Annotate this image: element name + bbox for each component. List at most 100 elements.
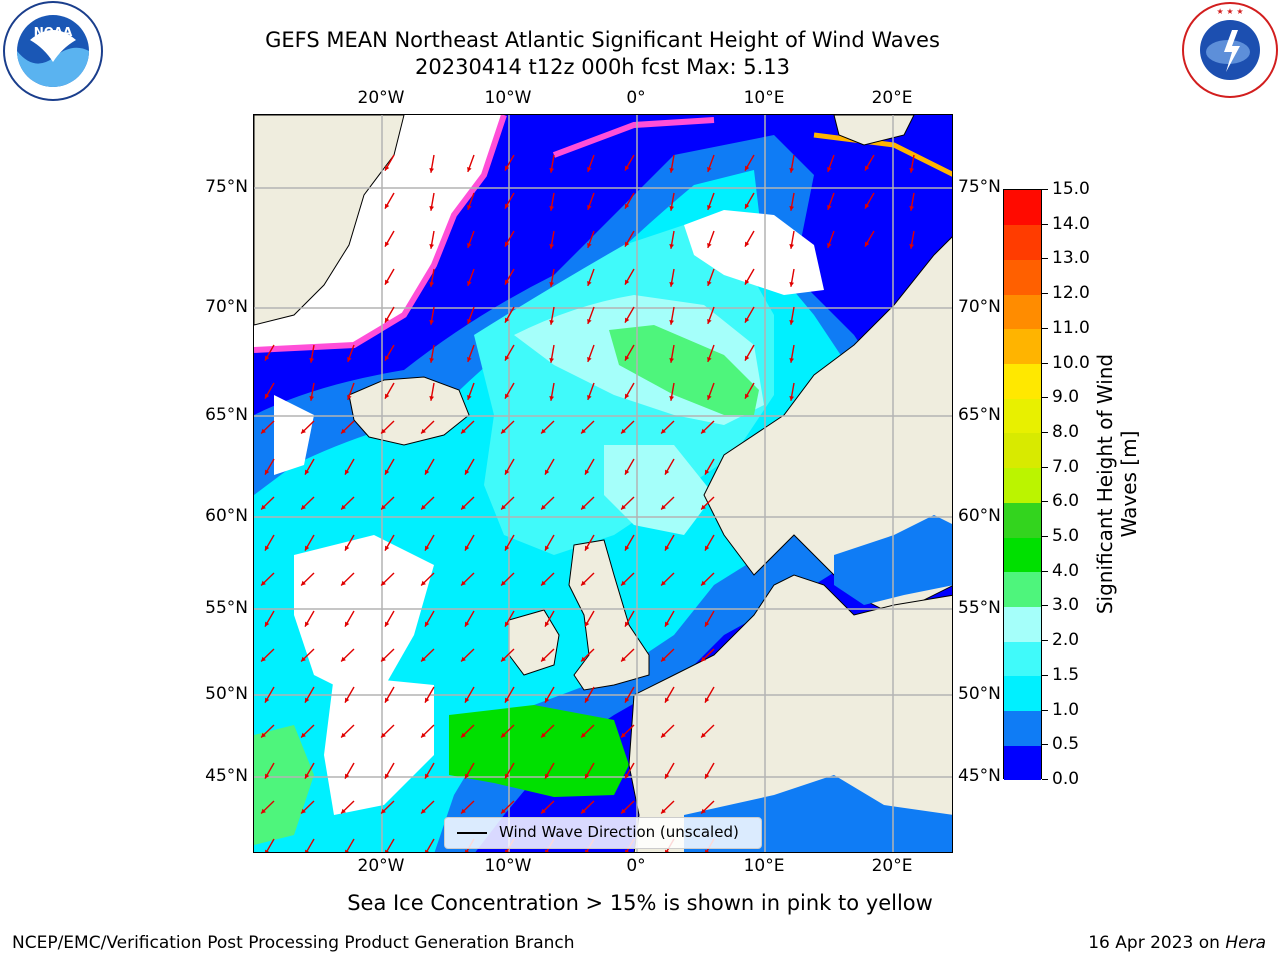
- wave-direction-arrowhead: [665, 773, 670, 779]
- wave-direction-arrowhead: [421, 580, 426, 586]
- map-panel: Wind Wave Direction (unscaled): [253, 114, 953, 853]
- wave-direction-arrowhead: [625, 393, 630, 399]
- footer-host: Hera: [1225, 933, 1266, 953]
- wave-direction-arrowhead: [541, 428, 546, 434]
- sea-ice-note: Sea Ice Concentration > 15% is shown in …: [347, 891, 933, 915]
- wave-direction-arrowhead: [261, 428, 266, 434]
- wave-direction-arrowhead: [909, 244, 914, 249]
- wave-direction-arrowhead: [505, 621, 510, 627]
- wave-direction-arrowhead: [347, 395, 352, 400]
- colorbar-title-line-1: Significant Height of Wind: [1093, 353, 1117, 615]
- wave-direction-arrowhead: [385, 621, 390, 627]
- wave-direction-arrowhead: [261, 580, 266, 586]
- colorbar-tick-mark: [1042, 327, 1048, 329]
- wave-direction-arrowhead: [505, 203, 510, 209]
- colorbar-tick-label: 4.0: [1052, 560, 1080, 581]
- lon-tick-bottom: 20°E: [871, 856, 913, 876]
- colorbar-tick-mark: [1042, 536, 1048, 538]
- wave-direction-arrowhead: [425, 469, 430, 475]
- wave-direction-arrowhead: [909, 168, 914, 173]
- wave-direction-arrowhead: [545, 697, 550, 703]
- colorbar-segment: [1004, 502, 1041, 538]
- colorbar-tick-mark: [1042, 223, 1048, 225]
- wave-direction-arrowhead: [341, 656, 346, 662]
- colorbar-segment: [1004, 467, 1041, 503]
- wave-direction-arrowhead: [625, 241, 630, 247]
- colorbar-tick-mark: [1042, 605, 1048, 607]
- wave-direction-arrowhead: [669, 206, 674, 211]
- wave-direction-arrowhead: [669, 396, 674, 401]
- legend-label: Wind Wave Direction (unscaled): [499, 823, 739, 841]
- wave-direction-arrowhead: [827, 243, 832, 248]
- chart-title-line-2: 20230414 t12z 000h fcst Max: 5.13: [415, 55, 790, 79]
- wave-direction-arrowhead: [625, 203, 630, 209]
- colorbar-tick-label: 8.0: [1052, 421, 1080, 442]
- colorbar-segment: [1004, 259, 1041, 295]
- wave-direction-arrowhead: [429, 358, 434, 363]
- wave-direction-arrowhead: [385, 849, 390, 852]
- wave-direction-arrowhead: [661, 656, 666, 662]
- wave-direction-arrowhead: [421, 504, 426, 510]
- wave-direction-arrowhead: [789, 282, 794, 287]
- wave-direction-arrowhead: [301, 580, 306, 586]
- colorbar-tick-label: 9.0: [1052, 387, 1080, 408]
- wave-direction-arrowhead: [707, 319, 712, 324]
- wave-direction-arrowhead: [501, 808, 506, 814]
- wave-direction-arrowhead: [587, 395, 592, 400]
- colorbar-segment: [1004, 190, 1041, 226]
- wave-direction-arrowhead: [305, 469, 310, 475]
- wave-direction-arrowhead: [587, 281, 592, 286]
- wave-direction-arrowhead: [621, 808, 626, 814]
- wave-direction-arrowhead: [701, 732, 706, 738]
- wave-direction-arrowhead: [549, 206, 554, 211]
- wave-direction-arrowhead: [665, 621, 670, 627]
- wave-direction-arrowhead: [665, 849, 670, 852]
- wave-direction-arrowhead: [461, 808, 466, 814]
- wave-direction-arrowhead: [421, 808, 426, 814]
- wave-direction-arrowhead: [865, 241, 870, 247]
- wave-direction-arrowhead: [467, 281, 472, 286]
- wave-direction-arrowhead: [345, 621, 350, 627]
- wave-direction-arrowhead: [421, 656, 426, 662]
- wave-direction-arrowhead: [465, 545, 470, 551]
- wave-direction-arrowhead: [505, 545, 510, 551]
- lat-tick-right: 55°N: [958, 598, 1001, 618]
- colorbar-tick-label: 11.0: [1052, 317, 1090, 338]
- lat-tick-left: 50°N: [205, 684, 248, 704]
- colorbar-tick-mark: [1042, 640, 1048, 642]
- wave-direction-arrowhead: [467, 319, 472, 324]
- colorbar-tick-mark: [1042, 362, 1048, 364]
- wave-direction-arrowhead: [549, 396, 554, 401]
- wave-height-map: [254, 115, 952, 852]
- lon-tick-bottom: 0°: [626, 856, 646, 876]
- footer-date: 16 Apr 2023 on Hera: [1088, 933, 1266, 953]
- wave-direction-arrowhead: [669, 320, 674, 325]
- wave-direction-arrowhead: [621, 428, 626, 434]
- wave-direction-arrowhead: [465, 697, 470, 703]
- wave-direction-arrowhead: [621, 504, 626, 510]
- wave-direction-arrowhead: [305, 697, 310, 703]
- wave-direction-arrowhead: [429, 396, 434, 401]
- wave-direction-arrowhead: [827, 167, 832, 172]
- wave-direction-arrowhead: [265, 849, 270, 852]
- wave-direction-arrowhead: [265, 773, 270, 779]
- wave-direction-arrowhead: [665, 469, 670, 475]
- colorbar-tick-label: 6.0: [1052, 491, 1080, 512]
- lat-tick-left: 65°N: [205, 405, 248, 425]
- wave-direction-arrowhead: [701, 504, 706, 510]
- wave-direction-arrowhead: [669, 168, 674, 173]
- lat-tick-right: 75°N: [958, 177, 1001, 197]
- wave-direction-arrowhead: [341, 504, 346, 510]
- wave-direction-arrowhead: [545, 849, 550, 852]
- lat-tick-left: 55°N: [205, 598, 248, 618]
- wave-direction-arrowhead: [381, 580, 386, 586]
- colorbar-tick-label: 15.0: [1052, 179, 1090, 199]
- wave-direction-arrowhead: [467, 167, 472, 172]
- wave-direction-arrowhead: [745, 279, 750, 285]
- wave-direction-arrowhead: [585, 545, 590, 551]
- lon-tick-bottom: 10°E: [743, 856, 785, 876]
- wave-direction-arrowhead: [421, 732, 426, 738]
- wave-direction-arrowhead: [545, 469, 550, 475]
- sea-ice-edge: [813, 132, 952, 177]
- lat-tick-right: 65°N: [958, 405, 1001, 425]
